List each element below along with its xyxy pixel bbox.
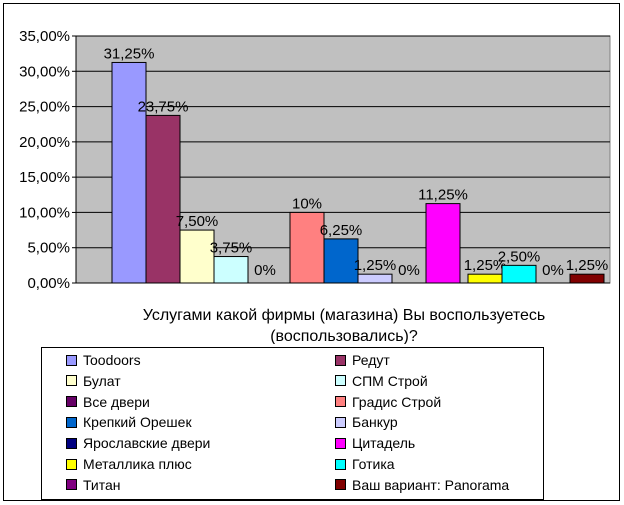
legend-label: Toodoors bbox=[83, 352, 141, 368]
bar bbox=[213, 256, 249, 284]
legend-label: Градис Строй bbox=[352, 393, 442, 410]
legend-swatch bbox=[335, 354, 346, 366]
legend-item: СПМ Строй bbox=[335, 371, 428, 391]
legend-swatch bbox=[335, 437, 346, 449]
legend-label: Банкур bbox=[352, 414, 398, 431]
legend-item: Toodoors bbox=[66, 350, 141, 370]
data-label: 23,75% bbox=[138, 98, 189, 115]
legend-item: Градис Строй bbox=[335, 392, 441, 412]
legend-item: Ярославские двери bbox=[66, 433, 210, 453]
bar bbox=[145, 114, 181, 284]
data-label: 0% bbox=[254, 262, 276, 279]
legend-label: Булат bbox=[83, 372, 121, 389]
legend-item: Крепкий Орешек bbox=[66, 412, 192, 432]
legend-label: Титан bbox=[83, 476, 121, 493]
y-tick-label: 0,00% bbox=[27, 275, 70, 292]
data-label: 0% bbox=[398, 262, 420, 279]
y-tick-label: 5,00% bbox=[27, 240, 70, 257]
bar bbox=[111, 61, 147, 284]
bar bbox=[569, 273, 605, 284]
legend-label: Ваш вариант: Panorama bbox=[352, 476, 510, 493]
legend-item: Готика bbox=[335, 454, 395, 474]
legend-label: Ярославские двери bbox=[83, 435, 211, 452]
bar bbox=[467, 273, 503, 284]
bar bbox=[323, 238, 359, 284]
bar bbox=[357, 273, 393, 284]
legend-swatch bbox=[335, 375, 346, 387]
data-label: 6,25% bbox=[320, 222, 363, 239]
y-tick-label: 15,00% bbox=[19, 169, 70, 186]
legend-swatch bbox=[335, 458, 346, 470]
legend-item: Все двери bbox=[66, 392, 150, 412]
data-label: 1,25% bbox=[566, 257, 609, 274]
legend-item: Редут bbox=[335, 350, 390, 370]
legend-item: Титан bbox=[66, 475, 121, 495]
legend-swatch bbox=[66, 416, 77, 428]
legend: Toodoors Редут Булат СПМ Строй Все двери Град… bbox=[41, 347, 544, 500]
y-tick-label: 35,00% bbox=[19, 28, 70, 45]
legend-swatch bbox=[66, 396, 77, 408]
legend-swatch bbox=[66, 437, 77, 449]
legend-label: Редут bbox=[352, 352, 390, 368]
y-tick-label: 20,00% bbox=[19, 134, 70, 151]
bar bbox=[501, 264, 537, 284]
legend-label: Крепкий Орешек bbox=[83, 414, 192, 431]
legend-label: Цитадель bbox=[352, 435, 416, 452]
y-tick-label: 10,00% bbox=[19, 204, 70, 221]
x-axis-title: Услугами какой фирмы (магазина) Вы воспо… bbox=[143, 307, 546, 344]
data-label: 10% bbox=[292, 195, 322, 212]
legend-label: Готика bbox=[352, 456, 395, 472]
y-tick-label: 25,00% bbox=[19, 99, 70, 116]
legend-label: СПМ Строй bbox=[352, 372, 428, 389]
legend-swatch bbox=[66, 375, 77, 387]
data-label: 31,25% bbox=[104, 45, 155, 62]
data-label: 2,50% bbox=[498, 248, 541, 265]
legend-swatch bbox=[335, 479, 346, 491]
legend-swatch bbox=[66, 458, 77, 470]
legend-item: Ваш вариант: Panorama bbox=[335, 475, 509, 495]
legend-item: Булат bbox=[66, 371, 121, 391]
data-label: 1,25% bbox=[464, 257, 507, 274]
bar-chart: 0,00% 5,00% 10,00% 15,00% 20,00% 25,00% 30,00%… bbox=[19, 28, 611, 344]
y-tick-label: 30,00% bbox=[19, 63, 70, 80]
bar bbox=[425, 203, 461, 284]
legend-swatch bbox=[66, 354, 77, 366]
legend-item: Банкур bbox=[335, 412, 398, 432]
legend-item: Металлика плюс bbox=[66, 454, 192, 474]
bar bbox=[289, 211, 325, 284]
data-label: 1,25% bbox=[354, 257, 397, 274]
legend-item: Цитадель bbox=[335, 433, 415, 453]
legend-label: Металлика плюс bbox=[83, 456, 192, 472]
data-label: 7,50% bbox=[176, 213, 219, 230]
legend-label: Все двери bbox=[83, 393, 150, 410]
legend-swatch bbox=[335, 396, 346, 408]
data-label: 3,75% bbox=[210, 240, 253, 257]
data-label: 0% bbox=[542, 262, 564, 279]
data-label: 11,25% bbox=[418, 187, 468, 204]
legend-swatch bbox=[66, 479, 77, 491]
legend-swatch bbox=[335, 416, 346, 428]
chart-frame: 0,00% 5,00% 10,00% 15,00% 20,00% 25,00% 30,00%… bbox=[3, 3, 620, 501]
